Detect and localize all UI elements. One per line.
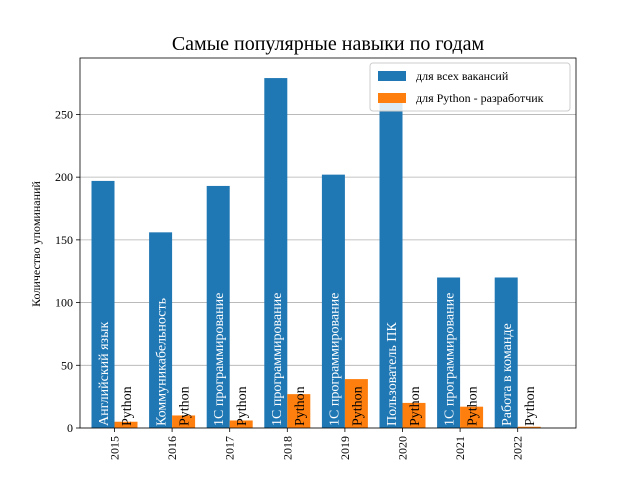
legend: для всех вакансий для Python - разработчи… [369,62,571,112]
bar-labels: Английский язык Коммуникабельность 1С прог… [97,293,538,426]
bar-all-vacancies [91,180,115,428]
x-tick-label: 2016 [165,436,179,460]
bar-python-developer [517,426,541,428]
bar-label: Python [235,386,250,426]
bar-python-developer [229,420,253,428]
y-tick-label: 150 [55,233,73,247]
bars [91,78,541,428]
bar-label: 1С программирование [327,293,342,426]
x-tick-label: 2022 [511,436,525,460]
x-tick-label: 2021 [453,436,467,460]
bar-label: 1С программирование [212,293,227,426]
bar-python-developer [460,406,484,428]
bar-label: Python [120,386,135,426]
bar-label: Python [350,386,365,426]
bar-label: Коммуникабельность [155,298,170,426]
y-tick-label: 200 [55,170,73,184]
legend-label: для Python - разработчик [416,91,544,105]
bar-all-vacancies [149,232,173,428]
bar-label: Python [178,386,193,426]
bar-all-vacancies [206,185,230,428]
bar-label: Python [466,386,481,426]
legend-swatch [378,93,406,103]
bar-label: 1С программирование [270,293,285,426]
bar-python-developer [402,402,426,428]
x-tick-label: 2015 [108,436,122,460]
bar-label: Работа в команде [500,323,515,426]
bar-label: Python [408,386,423,426]
bar-python-developer [172,415,196,428]
legend-swatch [378,71,406,81]
plot-frame [79,57,577,429]
bar-label: Английский язык [97,322,112,426]
bar-label: Пользователь ПК [385,322,400,426]
bar-all-vacancies [437,277,461,428]
x-tick-label: 2017 [223,436,237,460]
bar-python-developer [114,421,138,428]
axes: 0 50 100 150 200 250 2015 2016 2017 2018 2019 2020 2… [55,57,577,460]
x-tick-label: 2019 [338,436,352,460]
y-axis-label: Количество упоминаний [29,181,43,307]
x-tick-label: 2018 [280,436,294,460]
bar-label: Python [523,386,538,426]
bar-all-vacancies [264,78,288,428]
y-tick-label: 250 [55,107,73,121]
chart-title: Самые популярные навыки по годам [172,33,485,55]
bar-all-vacancies [379,101,403,428]
y-tick-label: 0 [67,421,73,435]
y-tick-label: 100 [55,296,73,310]
y-tick-label: 50 [61,358,73,372]
bar-label: 1С программирование [443,293,458,426]
legend-box [369,62,571,112]
bar-label: Python [293,386,308,426]
legend-label: для всех вакансий [416,69,509,83]
bar-python-developer [287,394,311,428]
bar-all-vacancies [321,174,345,428]
x-tick-label: 2020 [396,436,410,460]
bar-all-vacancies [494,277,518,428]
bar-python-developer [344,379,368,428]
